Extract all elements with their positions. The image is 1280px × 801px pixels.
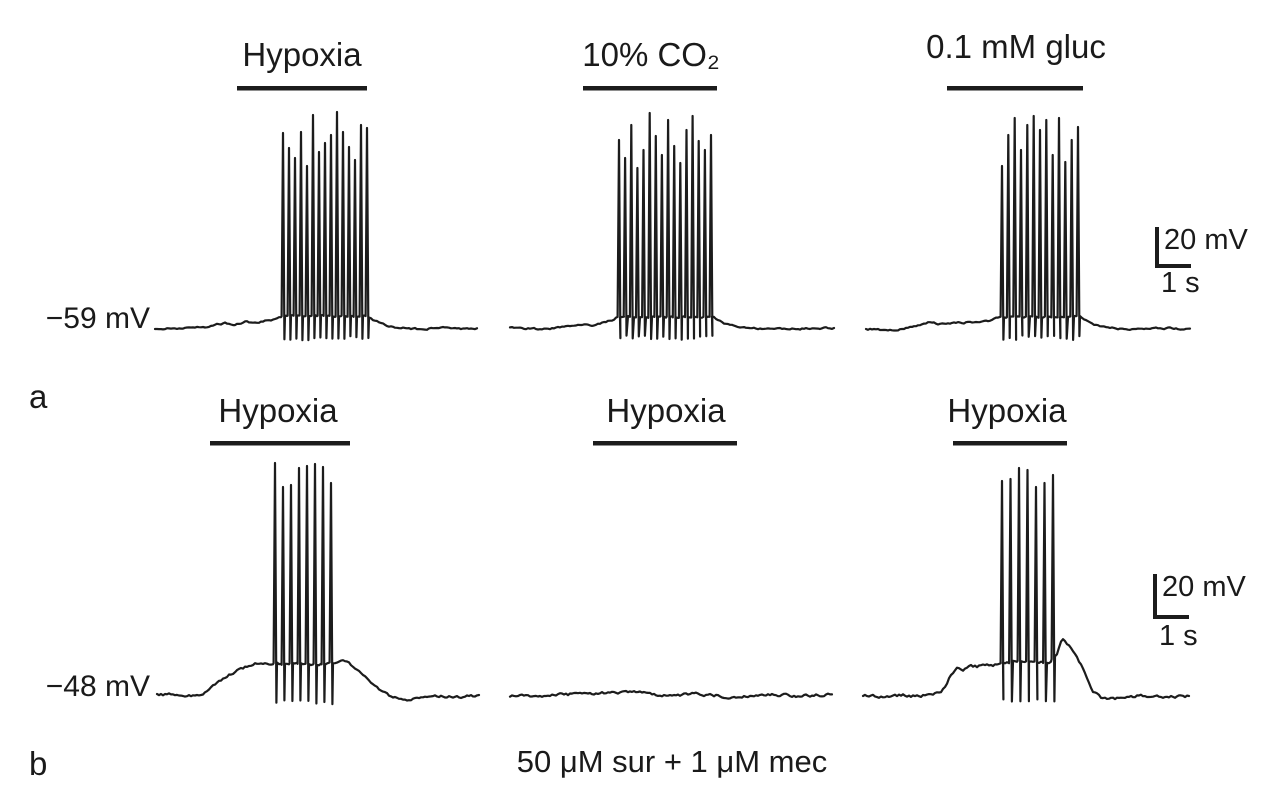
stimulus-bar-a3 (947, 86, 1083, 91)
membrane-potential-trace-b2 (508, 689, 834, 700)
baseline-voltage-label-b: −48 mV (45, 670, 150, 703)
panel-letter-a: a (29, 378, 48, 415)
stimulus-label-hypoxia-a1: Hypoxia (242, 36, 362, 73)
membrane-potential-trace-b1 (155, 461, 481, 706)
scalebar-voltage-label-a: 20 mV (1164, 224, 1248, 256)
stimulus-label-co2-a2: 10% CO₂ (582, 36, 720, 73)
scalebar-voltage-label-b: 20 mV (1162, 571, 1246, 603)
stimulus-bar-b2 (593, 441, 737, 446)
membrane-potential-trace-a2 (508, 111, 836, 341)
panel-letter-b: b (29, 745, 48, 782)
stimulus-label-hypoxia-b2: Hypoxia (606, 392, 726, 429)
membrane-potential-trace-a3 (864, 114, 1192, 341)
scalebar-time-label-b: 1 s (1159, 620, 1198, 652)
stimulus-bar-b3 (953, 441, 1067, 446)
stimulus-bar-a1 (237, 86, 367, 91)
stimulus-label-glucose-a3: 0.1 mM gluc (926, 28, 1106, 65)
membrane-potential-trace-a1 (153, 110, 479, 342)
scalebar-a (1155, 227, 1191, 268)
scalebar-b (1153, 574, 1189, 619)
stimulus-bar-b1 (210, 441, 350, 446)
baseline-voltage-label-a: −59 mV (45, 302, 150, 335)
stimulus-label-hypoxia-b3: Hypoxia (947, 392, 1067, 429)
scalebar-time-label-a: 1 s (1161, 267, 1200, 299)
membrane-potential-trace-b3 (861, 466, 1191, 703)
drug-condition-label: 50 μM sur + 1 μM mec (516, 744, 828, 779)
stimulus-bar-a2 (583, 86, 717, 91)
stimulus-label-hypoxia-b1: Hypoxia (218, 392, 338, 429)
